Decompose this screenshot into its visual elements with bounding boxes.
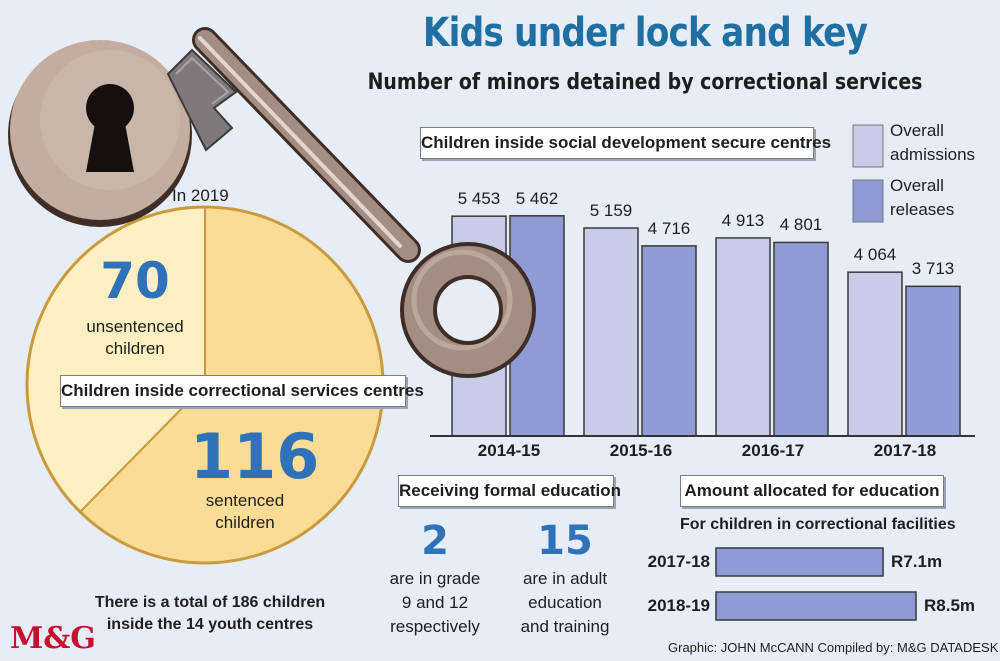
unsentenced-label-line1: unsentenced bbox=[86, 317, 184, 336]
page-subtitle: Number of minors detained by correctiona… bbox=[367, 70, 923, 95]
education-stat2-line1: are in adult bbox=[522, 569, 608, 588]
legend-swatch-admissions bbox=[852, 124, 884, 168]
education-stat2-value: 15 bbox=[537, 518, 593, 564]
education-stat1-line2: 9 and 12 bbox=[401, 593, 469, 612]
allocation-value-2018-19: R8.5m bbox=[924, 596, 976, 615]
bar-chart-title-box: Children inside social development secur… bbox=[420, 127, 831, 159]
keyhole-icon bbox=[8, 40, 192, 227]
legend-releases-line1: Overall bbox=[890, 176, 944, 195]
allocation-year-2018-19: 2018-19 bbox=[647, 596, 710, 615]
bar-admissions-2015-16 bbox=[583, 227, 639, 437]
legend-admissions-line2: admissions bbox=[890, 145, 976, 164]
bar-admissions-2016-17 bbox=[715, 237, 771, 437]
bar-releases-2017-18 bbox=[905, 285, 961, 437]
allocation-bar-2017-18 bbox=[715, 547, 884, 577]
education-stat1-line1: are in grade bbox=[389, 569, 481, 588]
education-stat1-value: 2 bbox=[421, 518, 449, 564]
allocation-bar-chart bbox=[715, 547, 917, 621]
bar-value-label-admissions-2016-17: 4 913 bbox=[721, 210, 765, 230]
sentenced-label-line2: children bbox=[215, 513, 275, 532]
education-stat2-line3: and training bbox=[520, 617, 610, 636]
education-stat1-line3: respectively bbox=[390, 617, 480, 636]
category-label-2017-18: 2017-18 bbox=[873, 441, 937, 460]
bar-releases-2016-17 bbox=[773, 241, 829, 437]
bar-admissions-2017-18 bbox=[847, 271, 903, 437]
bar-value-label-admissions-2015-16: 5 159 bbox=[589, 201, 633, 220]
pie-year-label: In 2019 bbox=[172, 186, 229, 205]
bar-releases-2015-16 bbox=[641, 245, 697, 437]
education-title-box: Receiving formal education bbox=[398, 475, 621, 507]
bar-value-label-releases-2016-17: 4 801 bbox=[779, 215, 823, 235]
allocation-bar-2018-19 bbox=[715, 591, 917, 621]
credit-line: Graphic: JOHN McCANN Compiled by: M&G DA… bbox=[668, 640, 999, 655]
category-label-2014-15: 2014-15 bbox=[477, 441, 541, 460]
legend-swatch-releases bbox=[852, 179, 884, 223]
bar-value-label-releases-2017-18: 3 713 bbox=[911, 259, 955, 279]
education-stat2-line2: education bbox=[528, 593, 602, 612]
pie-title-box: Children inside correctional services ce… bbox=[60, 375, 424, 407]
category-label-2016-17: 2016-17 bbox=[741, 441, 805, 460]
total-children-line2: inside the 14 youth centres bbox=[106, 616, 314, 633]
unsentenced-label-line2: children bbox=[105, 339, 165, 358]
bar-value-label-admissions-2017-18: 4 064 bbox=[853, 245, 897, 265]
page-title: Kids under lock and key bbox=[422, 10, 868, 56]
total-children-line1: There is a total of 186 children bbox=[94, 594, 326, 611]
allocation-title-box: Amount allocated for education bbox=[680, 475, 944, 507]
key-icon bbox=[166, 27, 536, 378]
sentenced-count: 116 bbox=[190, 420, 320, 493]
bar-value-label-admissions-2014-15: 5 453 bbox=[457, 189, 501, 209]
allocation-year-2017-18: 2017-18 bbox=[647, 552, 710, 571]
category-label-2015-16: 2015-16 bbox=[609, 441, 673, 460]
sentenced-label-line1: sentenced bbox=[205, 491, 285, 510]
mg-logo: M&G bbox=[8, 617, 108, 656]
legend-releases-line2: releases bbox=[890, 200, 955, 219]
legend-admissions-line1: Overall bbox=[890, 121, 944, 140]
bar-value-label-releases-2014-15: 5 462 bbox=[515, 188, 559, 208]
bar-value-label-releases-2015-16: 4 716 bbox=[647, 218, 691, 238]
allocation-caption: For children in correctional facilities bbox=[680, 516, 956, 533]
unsentenced-count: 70 bbox=[100, 252, 170, 310]
allocation-value-2017-18: R7.1m bbox=[891, 552, 943, 571]
svg-text:M&G: M&G bbox=[10, 621, 96, 656]
